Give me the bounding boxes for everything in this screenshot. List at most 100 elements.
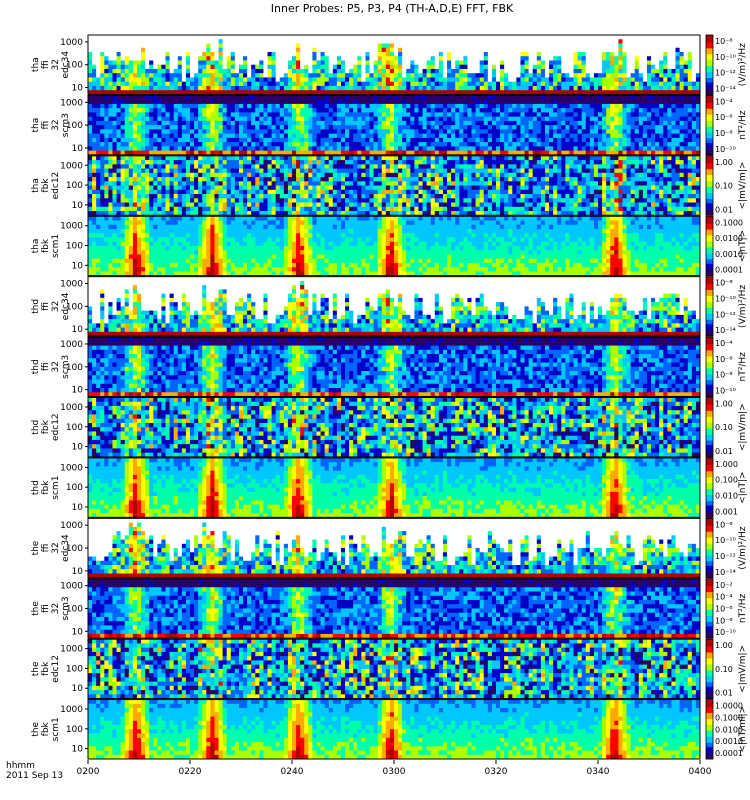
heat-cell	[284, 39, 288, 44]
heat-cell	[182, 56, 186, 61]
heat-cell	[463, 77, 467, 82]
heat-cell	[418, 69, 422, 74]
heat-cell	[325, 60, 329, 65]
heat-cell	[227, 65, 231, 70]
heat-cell	[288, 52, 292, 57]
heat-cell	[239, 60, 243, 65]
heat-cell	[112, 52, 116, 57]
heat-cell	[537, 56, 541, 61]
heat-cell	[259, 35, 263, 40]
heat-cell	[537, 39, 541, 44]
heat-cell	[516, 56, 520, 61]
heat-cell	[406, 77, 410, 82]
heat-cell	[280, 73, 284, 78]
heat-cell	[198, 73, 202, 78]
heat-cell	[259, 77, 263, 82]
heat-cell	[455, 69, 459, 74]
heat-cell	[545, 86, 549, 91]
heat-cell	[153, 43, 157, 48]
heat-cell	[349, 43, 353, 48]
heat-cell	[333, 82, 337, 87]
heat-cell	[170, 39, 174, 44]
heat-cell	[378, 43, 382, 48]
heat-cell	[418, 56, 422, 61]
heat-cell	[370, 35, 374, 40]
heat-cell	[280, 52, 284, 57]
heat-cell	[100, 82, 104, 87]
heat-cell	[443, 82, 447, 87]
heat-cell	[357, 35, 361, 40]
heat-cell	[537, 52, 541, 57]
heat-cell	[153, 52, 157, 57]
heat-cell	[145, 60, 149, 65]
heat-cell	[353, 77, 357, 82]
heat-cell	[349, 73, 353, 78]
heat-cell	[537, 43, 541, 48]
heat-cell	[137, 35, 141, 40]
heat-cell	[223, 39, 227, 44]
heat-cell	[345, 69, 349, 74]
heat-cell	[153, 65, 157, 70]
heat-cell	[316, 60, 320, 65]
heat-cell	[545, 56, 549, 61]
heat-cell	[149, 60, 153, 65]
heat-cell	[529, 82, 533, 87]
heat-cell	[476, 43, 480, 48]
heat-cell	[508, 73, 512, 78]
heat-cell	[149, 35, 153, 40]
heat-cell	[174, 43, 178, 48]
heat-cell	[549, 52, 553, 57]
heat-cell	[463, 56, 467, 61]
heat-cell	[402, 56, 406, 61]
heat-cell	[414, 73, 418, 78]
heat-cell	[529, 69, 533, 74]
heat-cell	[133, 69, 137, 74]
heat-cell	[178, 43, 182, 48]
heat-cell	[178, 52, 182, 57]
heat-cell	[520, 73, 524, 78]
heat-cell	[292, 60, 296, 65]
heat-cell	[202, 77, 206, 82]
heat-cell	[549, 65, 553, 70]
heat-cell	[378, 69, 382, 74]
heat-cell	[141, 82, 145, 87]
heat-cell	[545, 60, 549, 65]
heat-cell	[166, 43, 170, 48]
heat-cell	[170, 56, 174, 61]
heat-cell	[166, 56, 170, 61]
heat-cell	[492, 69, 496, 74]
heat-cell	[337, 69, 341, 74]
heat-cell	[133, 35, 137, 40]
heat-cell	[112, 69, 116, 74]
heat-cell	[447, 52, 451, 57]
heat-cell	[161, 56, 165, 61]
heat-cell	[259, 56, 263, 61]
heat-cell	[288, 43, 292, 48]
heat-cell	[288, 56, 292, 61]
heat-cell	[333, 35, 337, 40]
heat-cell	[374, 43, 378, 48]
heat-cell	[117, 82, 121, 87]
heat-cell	[525, 69, 529, 74]
heat-cell	[214, 82, 218, 87]
heat-cell	[423, 60, 427, 65]
heat-cell	[341, 60, 345, 65]
heat-cell	[272, 82, 276, 87]
heat-cell	[186, 39, 190, 44]
heat-cell	[312, 69, 316, 74]
heat-cell	[451, 43, 455, 48]
heat-cell	[447, 86, 451, 91]
heat-cell	[268, 39, 272, 44]
heat-cell	[157, 82, 161, 87]
heat-cell	[410, 56, 414, 61]
heat-cell	[463, 69, 467, 74]
heat-cell	[345, 65, 349, 70]
heat-cell	[418, 73, 422, 78]
heat-cell	[341, 77, 345, 82]
heat-cell	[88, 73, 92, 78]
heat-cell	[170, 52, 174, 57]
heat-cell	[194, 52, 198, 57]
heat-cell	[561, 73, 565, 78]
heat-cell	[398, 73, 402, 78]
heat-cell	[431, 69, 435, 74]
